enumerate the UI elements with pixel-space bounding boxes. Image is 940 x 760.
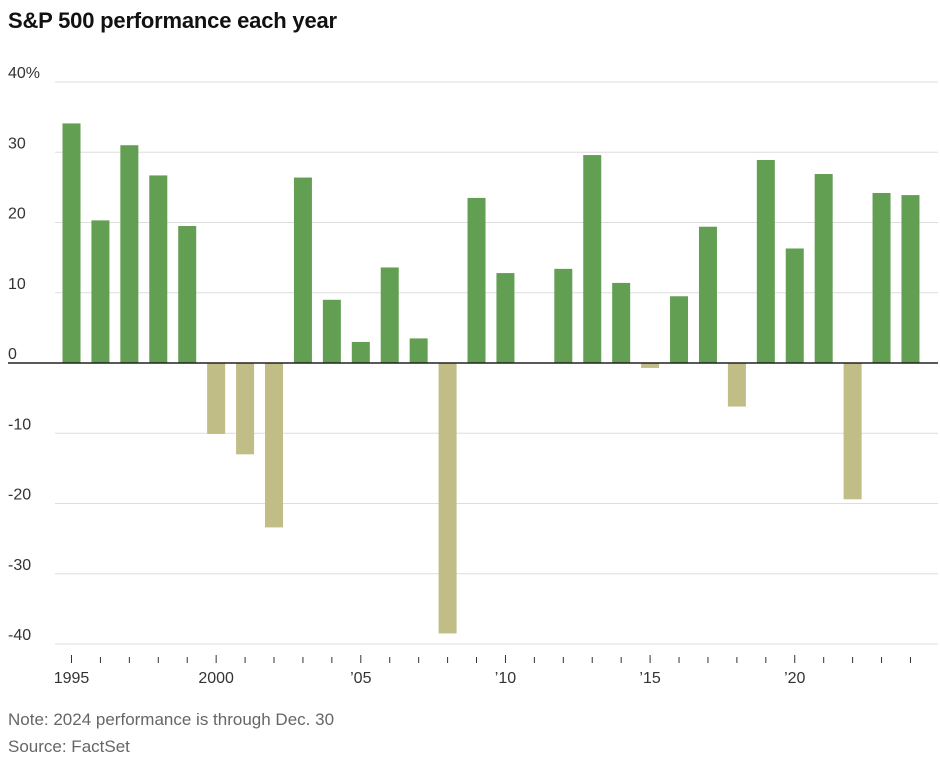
- x-tick-label: ’15: [639, 670, 660, 687]
- bar-2006: [380, 267, 399, 363]
- y-tick-label: 20: [8, 206, 26, 223]
- bar-2020: [785, 248, 804, 363]
- bar-2005: [351, 341, 370, 363]
- bar-1997: [120, 145, 139, 363]
- gridlines: [55, 81, 938, 645]
- x-tick-label: 1995: [54, 670, 90, 687]
- bar-1998: [149, 175, 168, 363]
- bar-2001: [236, 363, 255, 455]
- bar-chart: 40% 30 20 10 0 -10 -20 -30 -40 1995 2000 ’05 ’10 ’15 ’…: [8, 65, 938, 687]
- x-tick-label: ’20: [784, 670, 805, 687]
- bar-1996: [91, 220, 110, 363]
- chart-title: S&P 500 performance each year: [8, 8, 337, 33]
- y-tick-label: -30: [8, 557, 31, 574]
- y-tick-label: 30: [8, 135, 26, 152]
- bar-2009: [467, 197, 486, 363]
- y-tick-label: 0: [8, 346, 17, 363]
- y-tick-label: 10: [8, 276, 26, 293]
- y-tick-label: -40: [8, 627, 31, 644]
- x-tick-label: ’05: [350, 670, 371, 687]
- source-text: Source: FactSet: [8, 737, 130, 756]
- bar-2010: [496, 273, 515, 363]
- bar-2002: [265, 363, 284, 528]
- bar-2019: [756, 159, 775, 363]
- bar-2004: [322, 299, 341, 363]
- tick-labels: 40% 30 20 10 0 -10 -20 -30 -40 1995 2000 ’05 ’10 ’15 ’…: [8, 65, 806, 687]
- x-tick-label: ’10: [495, 670, 516, 687]
- bar-1999: [178, 226, 197, 363]
- bar-2017: [698, 226, 717, 363]
- bar-2012: [554, 268, 573, 363]
- bar-2024: [901, 195, 920, 363]
- bar-2013: [583, 155, 602, 363]
- bar-2007: [409, 338, 428, 363]
- bar-2022: [843, 363, 862, 500]
- y-tick-label: -10: [8, 416, 31, 433]
- bars: [62, 123, 920, 634]
- bar-2015: [641, 363, 660, 368]
- x-tick-label: 2000: [198, 670, 234, 687]
- bar-1995: [62, 123, 81, 363]
- y-tick-label: -20: [8, 487, 31, 504]
- bar-2008: [438, 363, 457, 634]
- bar-2003: [293, 177, 312, 363]
- axes: [8, 362, 938, 663]
- bar-2023: [872, 192, 891, 363]
- y-tick-label: 40%: [8, 65, 40, 82]
- bar-2021: [814, 174, 833, 363]
- bar-2016: [670, 296, 689, 363]
- bar-2018: [727, 363, 746, 407]
- bar-2014: [612, 282, 631, 363]
- bar-2000: [207, 363, 226, 434]
- note-text: Note: 2024 performance is through Dec. 3…: [8, 710, 335, 729]
